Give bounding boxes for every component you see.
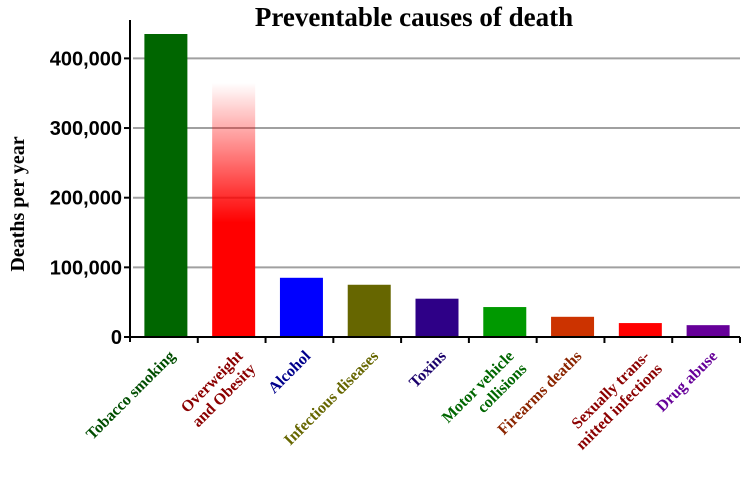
y-axis-label: Deaths per year: [7, 136, 29, 271]
bar: [347, 284, 391, 337]
y-tick-label: 0: [111, 327, 122, 349]
bar: [483, 307, 527, 337]
x-axis-labels: Tobacco smoking Overweightand Obesity Alco…: [83, 347, 721, 453]
bar: [551, 316, 595, 337]
x-tick-label: Tobacco smoking: [83, 348, 179, 444]
x-tick-label: Alcohol: [265, 347, 314, 396]
x-tick-label-line: Tobacco smoking: [83, 348, 179, 444]
bar: [212, 82, 256, 337]
bar: [415, 298, 459, 337]
y-tick-label: 200,000: [50, 188, 122, 210]
x-tick-label-line: Drug abuse: [653, 348, 721, 416]
x-tick-label-line: Toxins: [406, 348, 450, 392]
bar: [686, 325, 730, 337]
y-tick-label: 400,000: [50, 48, 122, 70]
x-tick-label: Toxins: [406, 348, 450, 392]
y-tick-label: 100,000: [50, 257, 122, 279]
bars: [144, 34, 730, 337]
y-tick-label: 300,000: [50, 118, 122, 140]
x-tick-label: Drug abuse: [653, 348, 721, 416]
bar: [618, 323, 662, 337]
x-tick-label: Overweightand Obesity: [176, 347, 259, 430]
axes: [129, 20, 741, 343]
bar: [279, 277, 323, 337]
y-axis-ticks: 0 100,000 200,000 300,000 400,000: [50, 48, 130, 349]
chart-title: Preventable causes of death: [255, 2, 573, 32]
bar: [144, 34, 188, 337]
x-tick-label-line: Alcohol: [265, 347, 314, 396]
